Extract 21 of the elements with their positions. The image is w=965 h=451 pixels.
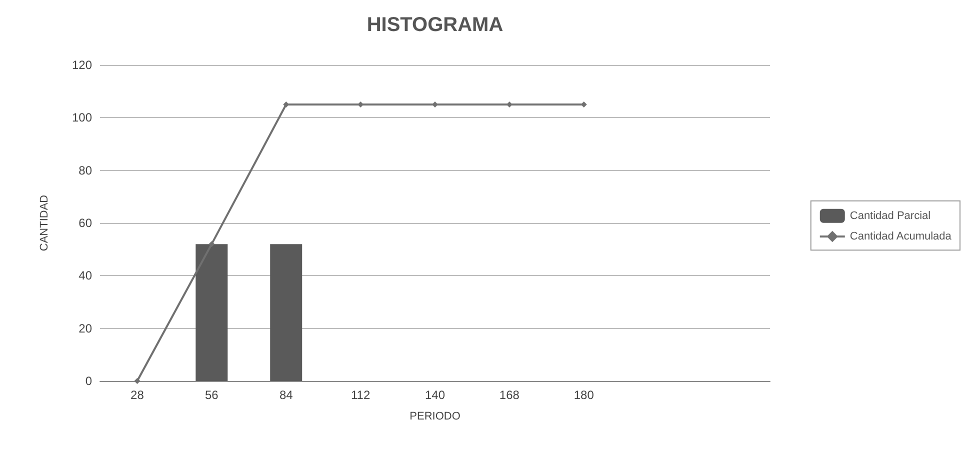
x-tick-label: 56 — [204, 388, 219, 402]
x-tick-label: 28 — [130, 388, 144, 402]
y-tick-label: 80 — [78, 163, 92, 178]
x-tick-label: 180 — [574, 388, 594, 402]
x-axis-title: PERIODO — [410, 410, 461, 422]
chart-title: HISTOGRAMA — [366, 14, 504, 36]
y-axis-title: CANTIDAD — [38, 194, 50, 252]
y-tick-label: 120 — [72, 58, 92, 72]
y-tick-label: 40 — [78, 268, 92, 283]
point — [134, 378, 140, 384]
x-tick-label: 140 — [424, 388, 446, 402]
y-tick-label: 20 — [78, 321, 92, 336]
y-tick-label: 100 — [72, 110, 92, 125]
legend-label: Cantidad Acumulada — [850, 230, 952, 242]
x-tick-label: 168 — [499, 388, 520, 402]
x-tick-label: 84 — [279, 388, 294, 402]
y-tick-label: 60 — [78, 216, 92, 230]
point — [208, 241, 215, 248]
x-tick-label: 112 — [350, 388, 370, 402]
legend-label: Cantidad Parcial — [850, 210, 931, 222]
y-tick-label: 0 — [85, 374, 92, 388]
